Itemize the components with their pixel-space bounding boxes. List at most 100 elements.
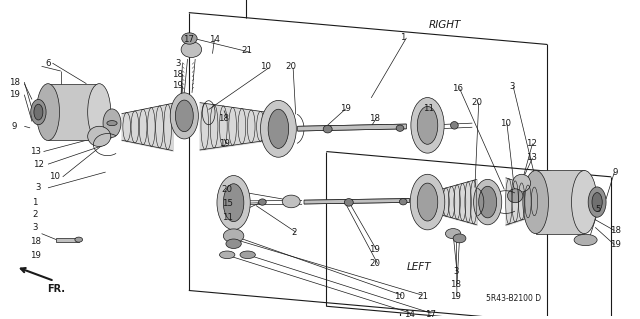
Ellipse shape: [474, 179, 502, 225]
Ellipse shape: [588, 187, 606, 217]
Text: 9: 9: [613, 167, 618, 177]
Polygon shape: [298, 124, 406, 131]
Text: 18: 18: [29, 237, 41, 246]
Text: 17: 17: [183, 35, 195, 44]
Text: 20: 20: [285, 62, 297, 71]
Text: 5R43-B2100 D: 5R43-B2100 D: [486, 294, 541, 303]
Ellipse shape: [226, 239, 241, 249]
Text: 12: 12: [525, 139, 537, 148]
Text: 3: 3: [36, 183, 41, 192]
Text: 2: 2: [33, 210, 38, 219]
Text: 3: 3: [509, 82, 515, 91]
Ellipse shape: [88, 126, 111, 146]
Ellipse shape: [217, 175, 250, 230]
Ellipse shape: [31, 100, 46, 125]
Ellipse shape: [220, 251, 235, 259]
Text: 20: 20: [221, 185, 233, 194]
Ellipse shape: [268, 109, 289, 148]
Text: 20: 20: [471, 98, 483, 107]
Text: 12: 12: [33, 160, 44, 169]
Text: 18: 18: [369, 114, 380, 123]
Text: 20: 20: [369, 259, 380, 268]
Ellipse shape: [223, 229, 244, 243]
Ellipse shape: [170, 93, 198, 139]
Ellipse shape: [523, 170, 548, 234]
Ellipse shape: [103, 109, 121, 137]
Text: 18: 18: [450, 280, 461, 289]
Ellipse shape: [240, 251, 255, 259]
Text: 3: 3: [453, 267, 458, 276]
Text: 3: 3: [33, 223, 38, 232]
Polygon shape: [48, 84, 99, 140]
Text: RIGHT: RIGHT: [429, 20, 461, 30]
Text: 14: 14: [209, 35, 220, 44]
Text: 14: 14: [404, 310, 415, 319]
Ellipse shape: [417, 107, 438, 144]
Text: 11: 11: [423, 104, 435, 114]
Ellipse shape: [513, 174, 531, 192]
Text: 11: 11: [221, 213, 233, 222]
Text: 10: 10: [394, 292, 406, 301]
Text: 1: 1: [33, 197, 38, 207]
Text: 18: 18: [172, 70, 184, 79]
Ellipse shape: [445, 229, 461, 239]
Ellipse shape: [572, 170, 597, 234]
Ellipse shape: [34, 104, 43, 120]
Text: 21: 21: [241, 46, 252, 55]
Text: 10: 10: [260, 62, 271, 71]
Ellipse shape: [417, 183, 438, 221]
Text: 19: 19: [340, 104, 351, 114]
Text: 19: 19: [451, 292, 461, 301]
Polygon shape: [56, 238, 79, 241]
Text: 16: 16: [452, 84, 463, 93]
Ellipse shape: [223, 184, 244, 222]
Ellipse shape: [323, 125, 332, 133]
Text: 19: 19: [9, 90, 19, 99]
Ellipse shape: [107, 121, 117, 126]
Text: 10: 10: [500, 119, 511, 128]
Text: 18: 18: [8, 78, 20, 86]
Text: 6: 6: [45, 59, 51, 68]
Text: 3: 3: [175, 59, 180, 68]
Ellipse shape: [574, 234, 597, 246]
Polygon shape: [536, 170, 584, 234]
Ellipse shape: [479, 186, 497, 218]
Text: 2: 2: [292, 227, 297, 237]
Ellipse shape: [410, 174, 445, 230]
Text: 15: 15: [221, 199, 233, 208]
Text: 18: 18: [218, 114, 230, 123]
Text: LEFT: LEFT: [407, 262, 431, 272]
Text: 19: 19: [30, 251, 40, 260]
Text: 17: 17: [424, 310, 436, 319]
Text: 19: 19: [173, 81, 183, 90]
Ellipse shape: [75, 237, 83, 242]
Text: 21: 21: [417, 292, 428, 301]
Ellipse shape: [411, 98, 444, 153]
Ellipse shape: [451, 122, 458, 129]
Ellipse shape: [182, 33, 197, 44]
Ellipse shape: [344, 199, 353, 206]
Text: 1: 1: [401, 33, 406, 42]
Ellipse shape: [260, 100, 296, 157]
Ellipse shape: [396, 125, 404, 131]
Ellipse shape: [181, 42, 202, 57]
Text: 18: 18: [610, 226, 621, 235]
Text: 19: 19: [611, 240, 621, 249]
Ellipse shape: [508, 189, 523, 203]
Text: 10: 10: [49, 172, 60, 181]
Ellipse shape: [175, 100, 193, 132]
Ellipse shape: [399, 199, 407, 205]
Ellipse shape: [88, 84, 111, 140]
Ellipse shape: [259, 199, 266, 205]
Text: 19: 19: [219, 139, 229, 148]
Ellipse shape: [282, 195, 300, 208]
Text: FR.: FR.: [47, 284, 65, 294]
Text: 9: 9: [12, 122, 17, 131]
Text: 13: 13: [525, 153, 537, 162]
Text: 13: 13: [29, 147, 41, 156]
Ellipse shape: [453, 234, 466, 243]
Ellipse shape: [592, 193, 602, 211]
Ellipse shape: [36, 84, 60, 140]
Text: 19: 19: [369, 245, 380, 254]
Text: 5: 5: [596, 205, 601, 214]
